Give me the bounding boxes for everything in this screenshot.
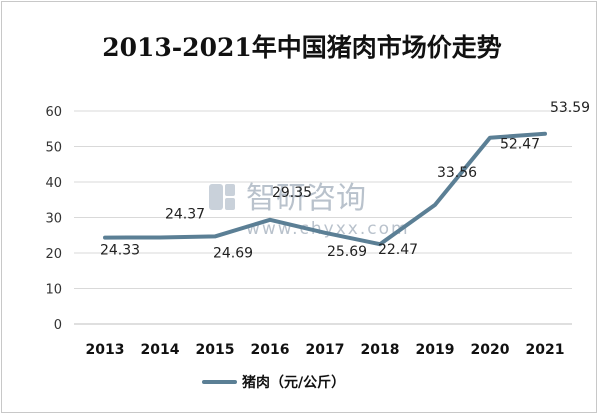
y-tick-label: 30 bbox=[45, 212, 62, 227]
data-labels: 24.33 24.37 24.69 29.35 25.69 22.47 33.56 52.47… bbox=[100, 100, 590, 262]
x-tick-label: 2017 bbox=[306, 342, 345, 358]
y-tick-label: 60 bbox=[45, 105, 62, 120]
x-tick-label: 2019 bbox=[416, 342, 455, 358]
y-tick-label: 40 bbox=[45, 176, 62, 191]
y-tick-label: 10 bbox=[45, 283, 62, 298]
x-tick-label: 2021 bbox=[526, 342, 565, 358]
y-axis-ticks: 0 10 20 30 40 50 60 bbox=[45, 105, 62, 333]
series-line bbox=[103, 131, 547, 247]
data-label: 24.69 bbox=[213, 245, 253, 261]
data-label: 24.33 bbox=[100, 243, 140, 259]
x-tick-label: 2014 bbox=[141, 342, 180, 358]
data-label: 52.47 bbox=[500, 137, 540, 153]
watermark: 智研咨询 www.chyxx.com bbox=[209, 181, 410, 239]
data-label: 22.47 bbox=[378, 242, 418, 258]
y-tick-label: 0 bbox=[54, 318, 62, 333]
data-label: 53.59 bbox=[550, 100, 590, 116]
x-tick-label: 2018 bbox=[361, 342, 400, 358]
chart-title: 2013-2021年中国猪肉市场价走势 bbox=[102, 33, 502, 62]
data-label: 29.35 bbox=[272, 185, 312, 201]
y-tick-label: 50 bbox=[45, 141, 62, 156]
y-tick-label: 20 bbox=[45, 247, 62, 262]
gridlines bbox=[74, 110, 572, 325]
legend: 猪肉（元/公斤） bbox=[202, 374, 345, 391]
data-label: 25.69 bbox=[327, 244, 367, 260]
x-tick-label: 2015 bbox=[196, 342, 235, 358]
x-tick-label: 2016 bbox=[251, 342, 290, 358]
x-tick-label: 2013 bbox=[86, 342, 125, 358]
x-axis-ticks: 2013 2014 2015 2016 2017 2018 2019 2020 2021 bbox=[86, 342, 565, 358]
watermark-url: www.chyxx.com bbox=[246, 219, 410, 239]
x-tick-label: 2020 bbox=[471, 342, 510, 358]
watermark-name: 智研咨询 bbox=[246, 181, 366, 216]
data-label: 24.37 bbox=[165, 206, 205, 222]
watermark-logo-icon bbox=[209, 184, 235, 210]
series-layer bbox=[103, 131, 547, 247]
data-label: 33.56 bbox=[437, 165, 477, 181]
chart-frame: 2013-2021年中国猪肉市场价走势 0 10 20 30 40 50 60 2013 20… bbox=[1, 1, 597, 413]
legend-label: 猪肉（元/公斤） bbox=[241, 374, 345, 391]
